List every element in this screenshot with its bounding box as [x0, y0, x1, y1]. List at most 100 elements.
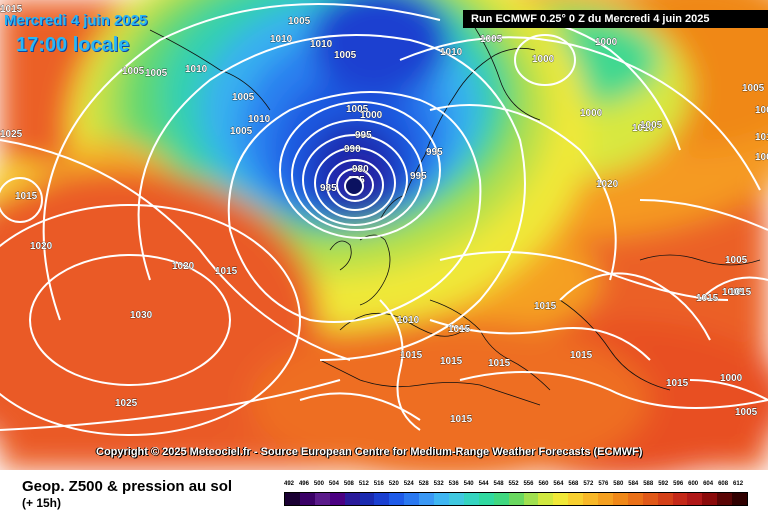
weather-map: 1015 1005 1010 1010 1005 1005 1005 1010 1005 1005…	[0, 0, 768, 470]
scale-swatch	[538, 493, 554, 505]
isobar-label: 1005	[232, 92, 255, 103]
isobar-label: 1000	[360, 110, 383, 121]
scale-swatch	[314, 493, 330, 505]
scale-label: 600	[688, 481, 699, 487]
isobar-label: 995	[410, 171, 427, 182]
scale-label: 520	[388, 481, 399, 487]
isobar-label: 1010	[632, 123, 655, 134]
isobar-label: 1015	[450, 414, 473, 425]
chart-subtitle: (+ 15h)	[22, 496, 62, 510]
isobar-label: 1025	[115, 398, 138, 409]
isobar-label: 1015	[440, 356, 463, 367]
isobar-label: 1020	[30, 241, 53, 252]
scale-swatch	[612, 493, 628, 505]
scale-swatch	[657, 493, 673, 505]
isobar-label: 1030	[130, 310, 153, 321]
isobar-label: 1015	[400, 350, 423, 361]
scale-swatch	[448, 493, 464, 505]
scale-label: 504	[328, 481, 339, 487]
scale-swatch	[598, 493, 613, 505]
scale-swatch	[478, 493, 494, 505]
scale-swatch	[583, 493, 599, 505]
chart-title: Geop. Z500 & pression au sol	[22, 478, 233, 495]
copyright-notice: Copyright © 2025 Meteociel.fr - Source E…	[96, 446, 643, 458]
isobar-label: 1000	[595, 37, 618, 48]
scale-swatch	[344, 493, 360, 505]
scale-label: 532	[433, 481, 444, 487]
scale-swatch	[523, 493, 539, 505]
scale-label: 500	[313, 481, 324, 487]
isobar-label: 1005	[735, 407, 758, 418]
isobar-label: 1015	[729, 287, 752, 298]
isobar-label: 1015	[448, 324, 471, 335]
scale-swatch	[553, 493, 569, 505]
scale-swatch	[404, 493, 420, 505]
scale-label: 584	[628, 481, 639, 487]
scale-swatch	[717, 493, 733, 505]
scale-swatch	[434, 493, 449, 505]
scale-swatch	[463, 493, 479, 505]
isobar-label: 995	[355, 130, 372, 141]
isobar-label: 1015	[666, 378, 689, 389]
scale-swatch	[419, 493, 435, 505]
isobar-label: 980	[352, 164, 369, 175]
scale-label: 592	[658, 481, 669, 487]
scale-label: 568	[568, 481, 579, 487]
isobar-label: 1005	[722, 287, 745, 298]
scale-labels: 492 496 500 504 508 512 516 520 524 528 532 536 540 5…	[284, 481, 748, 491]
scale-swatch	[702, 493, 718, 505]
scale-label: 560	[538, 481, 549, 487]
isobar-label: 1015	[570, 350, 593, 361]
scale-swatch	[299, 493, 315, 505]
scale-swatch	[672, 493, 688, 505]
isobar-label: 1010	[755, 132, 768, 143]
scale-label: 556	[523, 481, 534, 487]
scale-label: 516	[373, 481, 384, 487]
isobar-label: 1020	[172, 261, 195, 272]
scale-swatch	[285, 493, 300, 505]
forecast-date: Mercredi 4 juin 2025	[4, 12, 148, 29]
isobar-label: 1010	[397, 315, 420, 326]
isobar-label: 1005	[742, 83, 765, 94]
isobar-label: 1005	[640, 120, 663, 131]
isobar-label: 1005	[346, 104, 369, 115]
isobar-label: 1010	[440, 47, 463, 58]
scale-label: 528	[418, 481, 429, 487]
run-info: Run ECMWF 0.25° 0 Z du Mercredi 4 juin 2…	[463, 10, 768, 28]
scale-label: 588	[643, 481, 654, 487]
scale-label: 544	[478, 481, 489, 487]
isobar-label: 1010	[248, 114, 271, 125]
isobars	[0, 3, 768, 436]
isobar-label: 1015	[15, 191, 38, 202]
isobar-label: 1005	[288, 16, 311, 27]
isobar-label: 990	[344, 144, 361, 155]
isobar-label: 1005	[230, 126, 253, 137]
scale-label: 552	[508, 481, 519, 487]
scale-label: 580	[613, 481, 624, 487]
isobar-label: 1005	[725, 255, 748, 266]
low-pressure-center	[344, 176, 364, 196]
scale-label: 548	[493, 481, 504, 487]
isobar-label: 1015	[0, 4, 23, 15]
scale-label: 508	[343, 481, 354, 487]
legend-bar: Geop. Z500 & pression au sol (+ 15h) 492…	[0, 470, 768, 512]
scale-swatch	[627, 493, 643, 505]
isobar-label: 995	[426, 147, 443, 158]
scale-label: 604	[703, 481, 714, 487]
scale-swatch	[329, 493, 345, 505]
scale-swatch	[389, 493, 405, 505]
isobar-label: 1020	[596, 179, 619, 190]
isobar-label: 985	[320, 183, 337, 194]
color-scale	[284, 492, 748, 506]
scale-label: 524	[403, 481, 414, 487]
isobar-label: 1015	[696, 293, 719, 304]
scale-label: 608	[718, 481, 729, 487]
isobar-label: 1000	[720, 373, 743, 384]
isobar-label: 1010	[270, 34, 293, 45]
isobar-label: 1015	[534, 301, 557, 312]
scale-swatch	[508, 493, 524, 505]
scale-label: 496	[298, 481, 309, 487]
isobar-label: 1025	[0, 129, 23, 140]
scale-label: 612	[733, 481, 744, 487]
